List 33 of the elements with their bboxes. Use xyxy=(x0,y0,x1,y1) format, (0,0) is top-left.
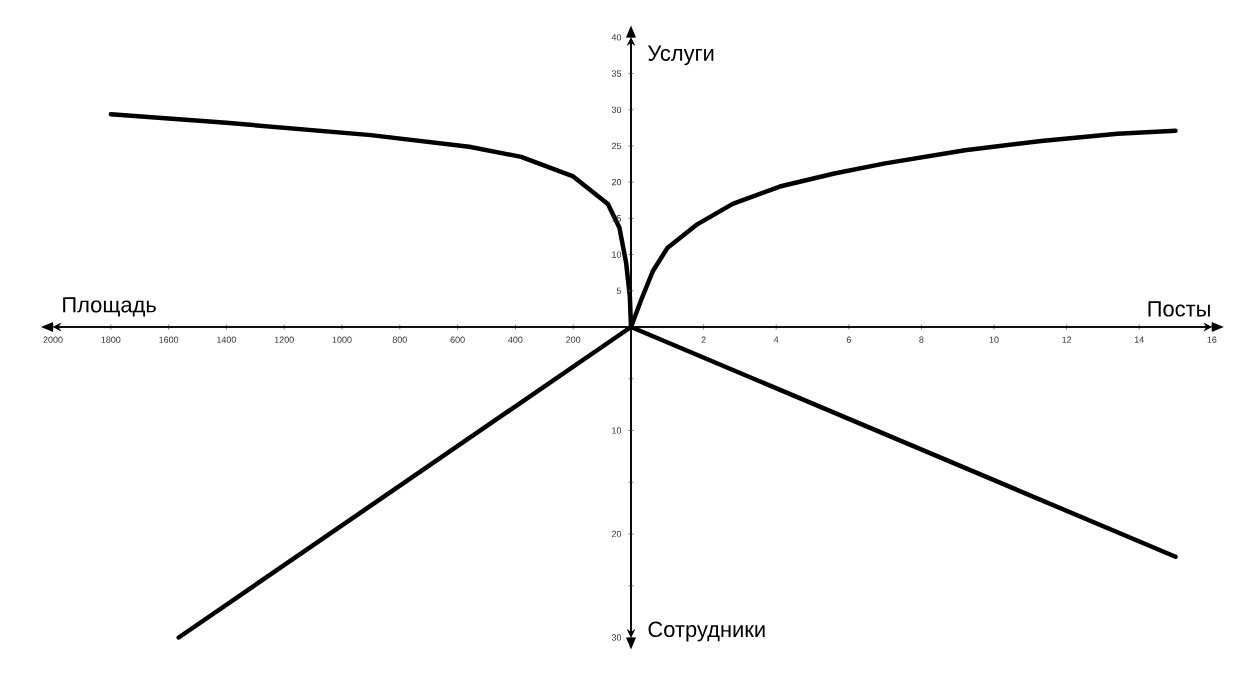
x-tick-label: 12 xyxy=(1062,336,1072,343)
x-tick-label: 16 xyxy=(1207,336,1217,343)
y-axis-title: Сотрудники xyxy=(648,621,765,642)
x-tick-label: 200 xyxy=(566,336,581,343)
y-tick-label: 35 xyxy=(611,70,622,77)
x-tick-label: 2000 xyxy=(43,336,63,343)
x-tick-label: 1400 xyxy=(217,336,236,343)
y-tick-label: 40 xyxy=(611,34,622,41)
x-axis-title: Посты xyxy=(1148,301,1210,317)
x-tick-label: 1000 xyxy=(332,336,352,343)
y-tick-label: 30 xyxy=(611,634,622,641)
y-tick-label: 10 xyxy=(612,427,622,434)
x-tick-label: 800 xyxy=(392,336,407,343)
x-tick-label: 14 xyxy=(1134,336,1144,343)
x-axis-title: Площадь xyxy=(63,297,156,317)
x-tick-label: 600 xyxy=(450,336,465,343)
x-tick-label: 4 xyxy=(773,336,779,343)
y-tick-label: 10 xyxy=(612,251,622,258)
y-axis-title: Услуги xyxy=(648,45,714,66)
y-tick-label: 20 xyxy=(611,530,622,538)
x-tick-label: 6 xyxy=(846,336,851,343)
x-tick-label: 400 xyxy=(508,336,523,343)
y-tick-label: 25 xyxy=(611,142,622,150)
x-tick-label: 8 xyxy=(919,336,924,343)
x-tick-label: 1600 xyxy=(159,336,179,343)
y-tick-label: 30 xyxy=(611,106,622,113)
x-tick-label: 10 xyxy=(989,336,999,343)
y-tick-label: 20 xyxy=(611,179,622,186)
y-tick-label: 5 xyxy=(616,287,622,294)
x-tick-label: 1200 xyxy=(274,336,294,343)
x-tick-label: 2 xyxy=(701,336,706,343)
x-tick-label: 1800 xyxy=(101,336,121,343)
y-tick-label: 15 xyxy=(612,215,622,222)
